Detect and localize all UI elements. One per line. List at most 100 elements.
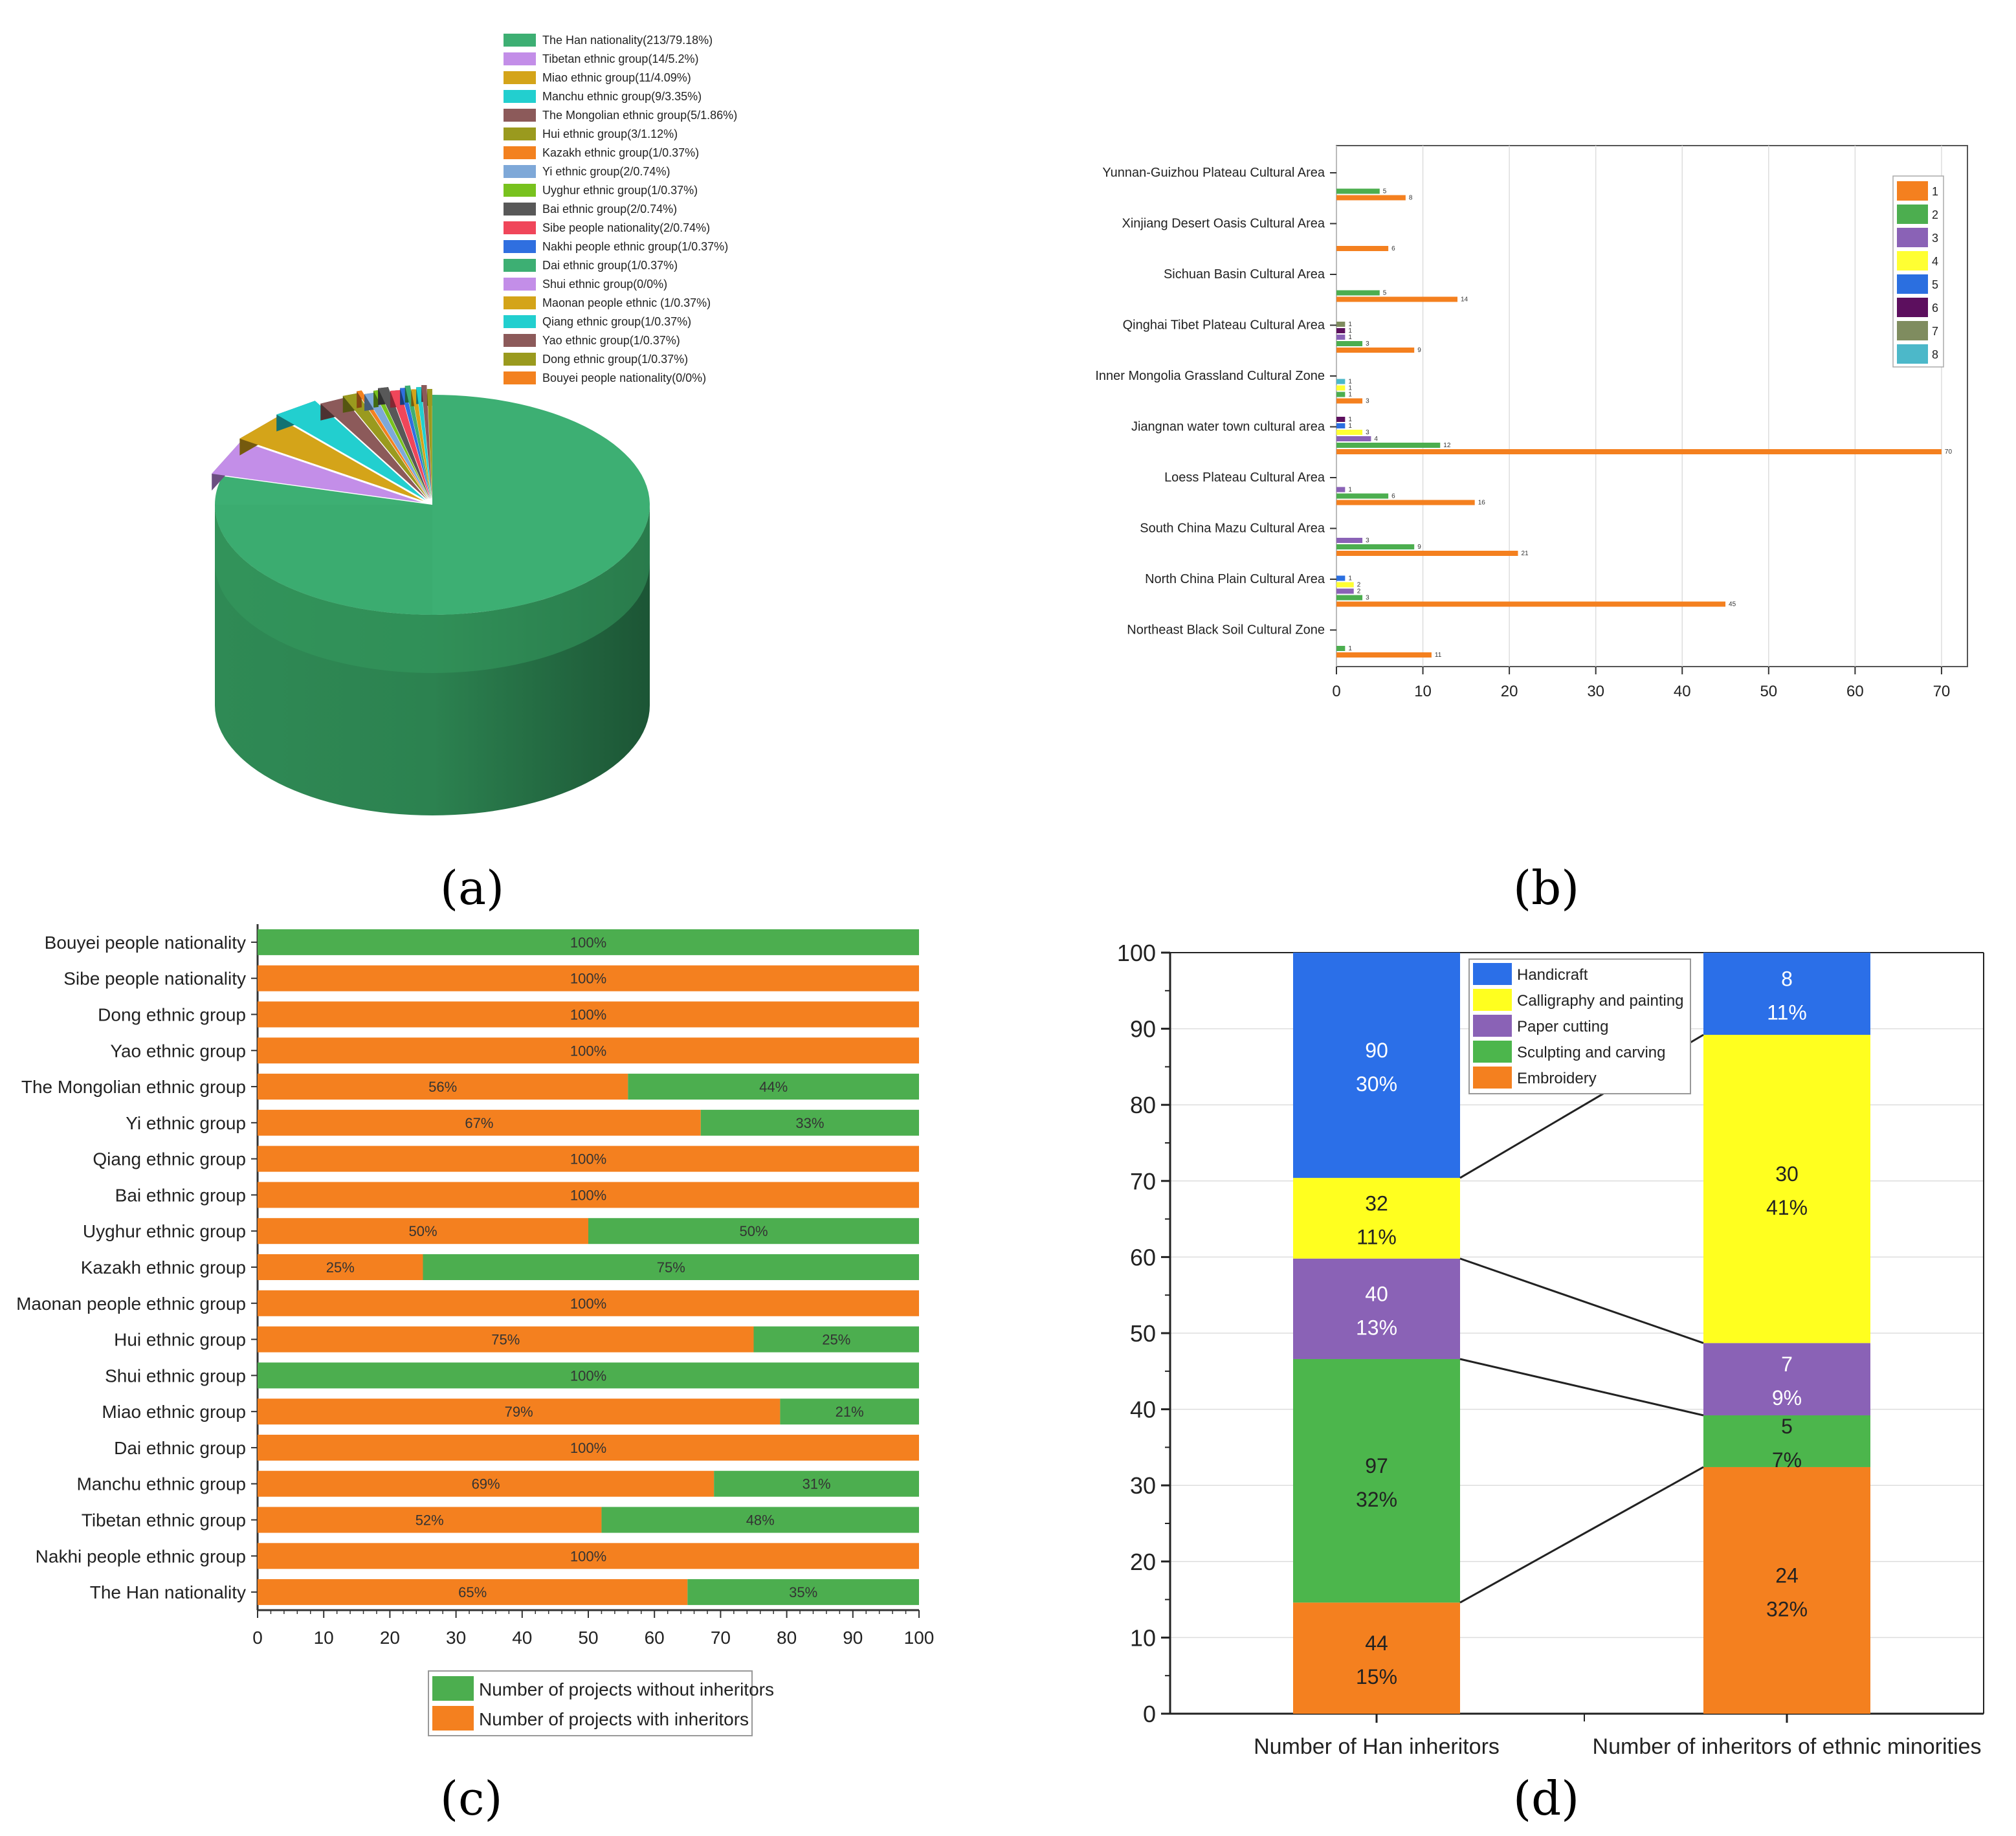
chart-b-xtick-label-6: 60 — [1846, 683, 1864, 700]
chart-c-xtick-label-4: 40 — [512, 1628, 532, 1648]
chart-c-bar-without-11 — [753, 1326, 919, 1353]
chart-b-bar-label-5-5: 1 — [1348, 416, 1352, 423]
chart-d-seg-count-0-4: 90 — [1365, 1039, 1388, 1062]
chart-d-seg-pct-1-4: 11% — [1767, 1001, 1807, 1024]
chart-b-legend-swatch-4 — [1897, 274, 1928, 294]
chart-c-bar-without-label-18: 35% — [789, 1584, 817, 1600]
chart-c-bar-with-16 — [258, 1507, 602, 1533]
chart-d-ytick-label-7: 70 — [1130, 1168, 1156, 1195]
chart-d-seg-0-1 — [1293, 1358, 1460, 1603]
chart-c-category-label-5: Yi ethnic group — [126, 1113, 246, 1133]
chart-b-legend-label-3: 4 — [1932, 255, 1938, 268]
chart-d-seg-0-3 — [1293, 1178, 1460, 1259]
chart-b-bar-label-5-3: 3 — [1366, 429, 1369, 436]
chart-d-ytick-label-0: 0 — [1143, 1701, 1156, 1727]
pie-legend-swatch-5 — [504, 127, 536, 140]
pie-legend-swatch-8 — [504, 184, 536, 197]
chart-b-bar-7-1 — [1336, 544, 1415, 549]
chart-c-xtick-label-5: 50 — [578, 1628, 598, 1648]
chart-b-bar-label-6-0: 16 — [1478, 500, 1486, 507]
pie-slice-6 — [357, 390, 429, 500]
pie-slice-3 — [276, 401, 426, 500]
pie-legend-label-15: Qiang ethnic group(1/0.37%) — [542, 315, 691, 328]
chart-c-bar-with-17 — [258, 1543, 919, 1569]
chart-c-bar-without-label-12: 100% — [570, 1367, 606, 1384]
chart-d-seg-1-4 — [1703, 953, 1870, 1035]
chart-b-legend-label-0: 1 — [1932, 185, 1938, 198]
chart-c-bar-with-label-14: 100% — [570, 1440, 606, 1456]
pie-legend-swatch-9 — [504, 203, 536, 216]
chart-c-bar-with-label-7: 100% — [570, 1187, 606, 1203]
chart-c-bar-without-label-9: 75% — [657, 1259, 685, 1276]
chart-c-legend-label-0: Number of projects without inheritors — [479, 1679, 774, 1699]
pie-legend-swatch-12 — [504, 259, 536, 272]
chart-b-bar-label-7-2: 3 — [1366, 537, 1369, 544]
chart-b-bar-label-3-5: 1 — [1348, 327, 1352, 335]
chart-b-bar-label-8-4: 1 — [1348, 575, 1352, 582]
chart-b-bar-8-1 — [1336, 595, 1363, 601]
pie-legend-label-10: Sibe people nationality(2/0.74%) — [542, 221, 710, 234]
chart-b-bar-3-1 — [1336, 341, 1363, 346]
pie-slice-7 — [364, 392, 430, 500]
chart-b-bar-label-7-0: 21 — [1521, 550, 1529, 557]
chart-b-bar-4-3 — [1336, 385, 1346, 391]
pie-legend-label-1: Tibetan ethnic group(14/5.2%) — [542, 52, 698, 65]
chart-c-xtick-label-10: 100 — [904, 1628, 935, 1648]
pie-legend-swatch-1 — [504, 52, 536, 65]
chart-b-bar-6-2 — [1336, 487, 1346, 492]
chart-b-bar-label-5-1: 12 — [1443, 442, 1451, 449]
pie-slice-han-shade — [215, 505, 432, 615]
chart-b-bar-label-0-0: 8 — [1409, 195, 1413, 202]
chart-b-bar-label-5-0: 70 — [1945, 448, 1953, 456]
chart-b-category-label-5: Jiangnan water town cultural area — [1131, 420, 1325, 434]
chart-b-bar-6-0 — [1336, 500, 1475, 505]
chart-c-bar-with-label-9: 25% — [326, 1259, 355, 1276]
chart-b: 0 10 20 30 40 50 60 70 Yunnan-Guizhou Plateau Cu… — [1095, 145, 1968, 700]
chart-b-xtick-label-4: 40 — [1674, 683, 1691, 700]
chart-d-legend-swatch-3 — [1473, 1041, 1512, 1063]
chart-d-ytick-label-9: 90 — [1130, 1016, 1156, 1043]
chart-c-bar-without-label-16: 48% — [746, 1512, 775, 1529]
chart-c-bar-without-12 — [258, 1362, 919, 1389]
panel-label-c: (c) — [440, 1771, 503, 1826]
chart-b-legend-swatch-5 — [1897, 298, 1928, 317]
panel-label-a: (a) — [440, 861, 505, 915]
chart-c-bar-without-label-4: 44% — [759, 1079, 788, 1095]
chart-b-bar-9-0 — [1336, 652, 1432, 658]
chart-b-bar-label-8-1: 3 — [1366, 595, 1369, 602]
chart-b-category-label-3: Qinghai Tibet Plateau Cultural Area — [1123, 318, 1325, 333]
chart-b-bar-0-1 — [1336, 188, 1380, 194]
pie-slice-4 — [320, 398, 428, 500]
chart-c-category-label-11: Hui ethnic group — [114, 1330, 246, 1350]
chart-b-bar-label-4-0: 3 — [1366, 398, 1369, 405]
chart-d-category-label-0: Number of Han inheritors — [1254, 1734, 1500, 1759]
pie-legend-label-5: Hui ethnic group(3/1.12%) — [542, 127, 678, 140]
chart-d-ytick-label-4: 40 — [1130, 1397, 1156, 1423]
chart-b-legend-label-7: 8 — [1932, 348, 1938, 361]
chart-b-bar-2-0 — [1336, 296, 1457, 302]
chart-d-seg-pct-1-0: 32% — [1766, 1597, 1808, 1620]
chart-c-bar-with-9 — [258, 1254, 423, 1280]
chart-b-xtick-label-5: 50 — [1760, 683, 1777, 700]
chart-c-bar-without-label-13: 21% — [836, 1404, 864, 1420]
chart-c-bar-with-13 — [258, 1399, 781, 1425]
chart-d-seg-pct-0-3: 11% — [1357, 1225, 1397, 1248]
chart-c-bar-with-10 — [258, 1290, 919, 1316]
chart-c-bar-with-18 — [258, 1579, 688, 1606]
pie-slice-10 — [390, 390, 431, 500]
chart-b-category-label-4: Inner Mongolia Grassland Cultural Zone — [1095, 369, 1325, 383]
pie-slice-12 — [404, 385, 432, 500]
pie-legend-label-0: The Han nationality(213/79.18%) — [542, 34, 713, 47]
chart-c-xtick-label-7: 70 — [711, 1628, 731, 1648]
chart-d-seg-0-2 — [1293, 1258, 1460, 1359]
chart-b-bar-7-0 — [1336, 551, 1518, 556]
chart-b-bar-label-9-1: 1 — [1348, 645, 1352, 652]
pie-legend-label-17: Dong ethnic group(1/0.37%) — [542, 353, 688, 366]
chart-d-ytick-label-5: 50 — [1130, 1320, 1156, 1347]
pie-slice-13 — [411, 389, 432, 500]
chart-c-bar-without-18 — [687, 1579, 919, 1606]
chart-d-connector-2 — [1459, 1257, 1704, 1344]
chart-b-bar-label-6-1: 6 — [1391, 493, 1395, 500]
chart-b-bar-label-1-0: 6 — [1391, 245, 1395, 252]
